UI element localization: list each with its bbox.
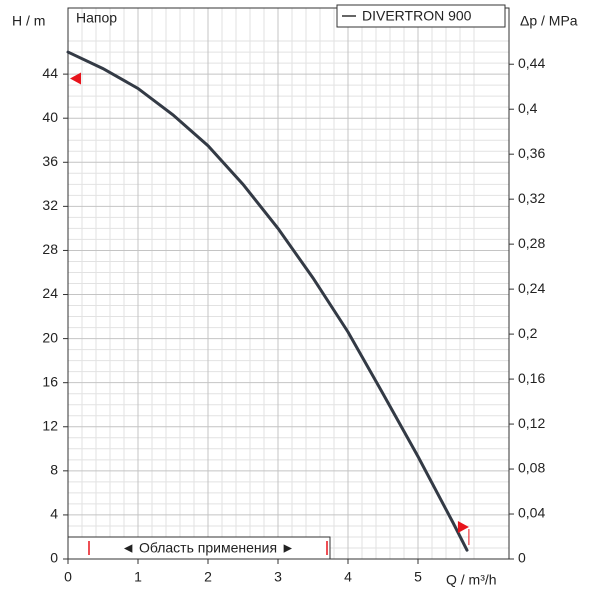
x-tick-label: 3 — [274, 569, 282, 585]
y2-tick-label: 0,24 — [518, 280, 545, 296]
x-tick-label: 4 — [344, 569, 352, 585]
y-tick-label: 12 — [42, 417, 58, 433]
y-tick-label: 0 — [50, 550, 58, 566]
y-tick-label: 28 — [42, 241, 58, 257]
range-box — [67, 536, 331, 560]
y2-tick-label: 0 — [518, 550, 526, 566]
y-axis-label: H / m — [12, 13, 45, 29]
range-marker — [457, 521, 469, 534]
y-tick-label: 44 — [42, 65, 58, 81]
range-marker — [70, 72, 81, 85]
y-tick-label: 16 — [42, 373, 58, 389]
x-tick-label: 0 — [64, 569, 72, 585]
y2-tick-label: 0,28 — [518, 235, 545, 251]
legend-label: DIVERTRON 900 — [362, 8, 472, 24]
x-tick-label: 5 — [414, 569, 422, 585]
y-tick-label: 40 — [42, 109, 58, 125]
legend-box — [336, 4, 506, 28]
y-tick-label: 36 — [42, 153, 58, 169]
y-tick-label: 4 — [50, 506, 58, 522]
y2-tick-label: 0,2 — [518, 325, 538, 341]
x-tick-label: 2 — [204, 569, 212, 585]
y-tick-label: 8 — [50, 462, 58, 478]
y2-tick-label: 0,44 — [518, 55, 545, 71]
range-label: ◄ Область применения ► — [121, 540, 295, 556]
x-tick-label: 1 — [134, 569, 142, 585]
y2-tick-label: 0,16 — [518, 370, 545, 386]
y-tick-label: 20 — [42, 329, 58, 345]
y2-tick-label: 0,12 — [518, 415, 545, 431]
y2-axis-label: Δp / MPa — [520, 13, 578, 29]
y2-tick-label: 0,08 — [518, 460, 545, 476]
y2-tick-label: 0,32 — [518, 190, 545, 206]
y-tick-label: 32 — [42, 197, 58, 213]
y2-tick-label: 0,36 — [518, 145, 545, 161]
pump-curve — [66, 50, 469, 552]
y2-tick-label: 0,4 — [518, 100, 538, 116]
annotation: Напор — [76, 10, 117, 26]
y2-tick-label: 0,04 — [518, 505, 545, 521]
y-tick-label: 24 — [42, 285, 58, 301]
x-axis-label: Q / m³/h — [446, 572, 497, 588]
